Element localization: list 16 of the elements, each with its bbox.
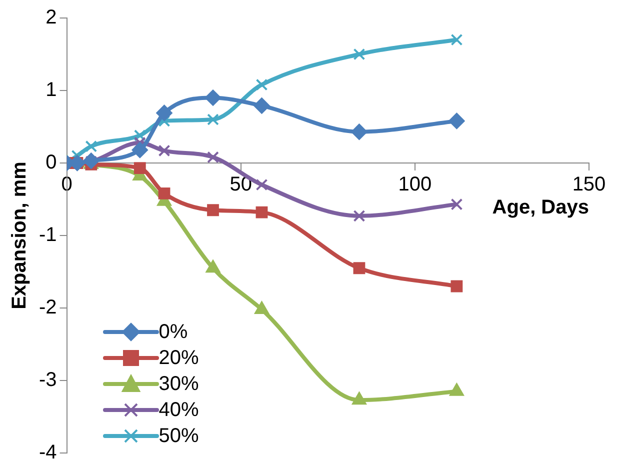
x-tick-label: 100 — [398, 174, 432, 196]
x-tick-label: 150 — [572, 174, 606, 196]
x-axis-title: Age, Days — [492, 196, 589, 219]
y-tick-label: 0 — [46, 152, 57, 174]
y-tick-label: -4 — [38, 442, 57, 464]
legend-label: 50% — [158, 424, 199, 449]
legend-label: 20% — [158, 346, 199, 371]
y-tick-label: 1 — [46, 79, 57, 102]
y-tick-label: -3 — [38, 369, 57, 392]
y-tick-label: -1 — [38, 224, 57, 246]
y-tick-label: 2 — [46, 6, 57, 29]
legend-label: 0% — [158, 320, 188, 345]
y-tick-label: -2 — [38, 296, 57, 319]
legend-label: 30% — [158, 372, 199, 397]
y-axis-title: Expansion, mm — [8, 162, 31, 310]
legend-label: 40% — [158, 398, 199, 423]
